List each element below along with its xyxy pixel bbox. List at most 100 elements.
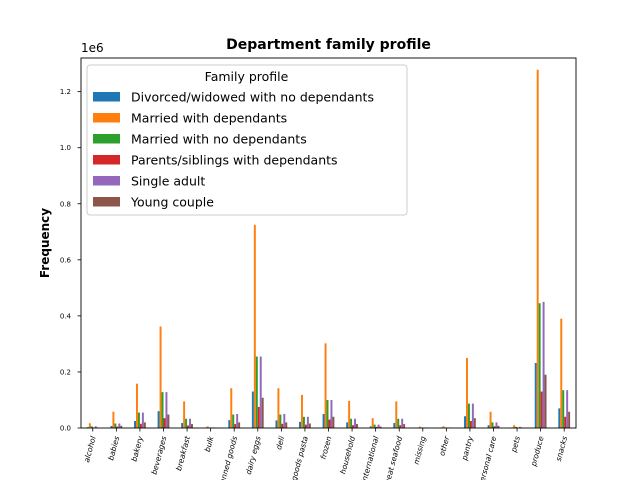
bar-beverages-series-5: [167, 415, 169, 428]
bar-deli-series-4: [283, 414, 285, 428]
x-tick-label: international: [359, 434, 380, 480]
bar-snacks-series-2: [562, 390, 564, 428]
bar-alcohol-series-1: [89, 423, 91, 428]
y-tick-label: 0.0: [60, 425, 71, 433]
bar-breakfast-series-2: [185, 419, 187, 428]
x-tick-label: beverages: [150, 435, 169, 475]
bar-personal-care-series-2: [492, 422, 494, 428]
bar-household-series-5: [356, 424, 358, 428]
bar-canned-goods-series-4: [236, 414, 238, 428]
x-tick-label: meat seafood: [382, 435, 404, 480]
bar-canned-goods-series-2: [232, 415, 234, 428]
bar-babies-series-4: [118, 424, 120, 428]
bar-snacks-series-3: [564, 417, 566, 428]
bar-snacks-series-4: [566, 390, 568, 428]
bar-frozen-series-5: [332, 417, 334, 428]
bar-dry-goods-pasta-series-4: [307, 417, 309, 428]
y-tick-label: 0.2: [60, 368, 71, 376]
bar-produce-series-0: [535, 363, 537, 428]
legend-label: Married with no dependants: [131, 132, 307, 147]
bar-pantry-series-0: [464, 416, 466, 428]
bar-pantry-series-3: [470, 421, 472, 428]
legend-title: Family profile: [205, 69, 289, 84]
legend-label: Single adult: [131, 174, 205, 189]
bar-breakfast-series-0: [181, 423, 183, 428]
bar-international-series-4: [378, 425, 380, 428]
bar-meat-seafood-series-1: [395, 401, 397, 428]
bar-frozen-series-2: [327, 400, 329, 428]
bar-produce-series-4: [543, 302, 545, 428]
legend-swatch: [93, 155, 120, 165]
bar-dry-goods-pasta-series-5: [309, 424, 311, 428]
bar-meat-seafood-series-0: [393, 423, 395, 428]
bar-beverages-series-0: [158, 411, 160, 428]
bar-bakery-series-1: [136, 384, 138, 428]
bar-dry-goods-pasta-series-2: [303, 417, 305, 428]
bar-household-series-2: [350, 419, 352, 428]
bar-pantry-series-2: [468, 404, 470, 428]
bar-snacks-series-5: [568, 412, 570, 428]
legend-swatch: [93, 176, 120, 186]
bar-babies-series-1: [112, 412, 114, 428]
x-tick-label: missing: [412, 435, 428, 465]
x-tick-label: deli: [274, 434, 286, 450]
bar-international-series-2: [374, 425, 376, 428]
y-tick-label: 0.8: [60, 200, 71, 208]
legend-swatch: [93, 92, 120, 102]
x-tick-label: breakfast: [174, 434, 192, 472]
legend-swatch: [93, 113, 120, 123]
bar-frozen-series-0: [323, 414, 325, 428]
bar-deli-series-5: [285, 422, 287, 428]
bar-dairy-eggs-series-4: [260, 357, 262, 428]
y-tick-label: 1.2: [60, 88, 71, 96]
bar-breakfast-series-1: [183, 401, 185, 428]
bar-frozen-series-4: [330, 400, 332, 428]
bar-bakery-series-2: [138, 413, 140, 428]
bar-deli-series-2: [279, 415, 281, 428]
x-tick-label: produce: [529, 435, 546, 468]
bar-deli-series-0: [275, 420, 277, 428]
bar-deli-series-3: [281, 424, 283, 428]
bar-pantry-series-5: [474, 418, 476, 428]
bar-meat-seafood-series-4: [401, 419, 403, 428]
legend-label: Married with dependants: [131, 111, 287, 126]
bar-produce-series-1: [537, 70, 539, 428]
bar-dairy-eggs-series-1: [254, 225, 256, 428]
bar-bakery-series-4: [142, 413, 144, 428]
bar-pantry-series-1: [466, 358, 468, 428]
legend: Family profile Divorced/widowed with no …: [87, 65, 407, 215]
bar-personal-care-series-1: [490, 412, 492, 428]
bar-produce-series-5: [545, 375, 547, 428]
bar-snacks-series-1: [560, 319, 562, 428]
x-tick-label: canned goods: [217, 435, 239, 480]
bar-frozen-series-1: [325, 343, 327, 428]
y-axis-label: Frequency: [38, 208, 52, 278]
x-tick-label: frozen: [319, 435, 334, 460]
x-tick-label: pets: [509, 435, 522, 454]
x-tick-label: bakery: [129, 435, 145, 463]
bar-dairy-eggs-series-5: [262, 398, 264, 428]
y-tick-label: 0.6: [60, 256, 72, 264]
bar-bakery-series-0: [134, 421, 136, 428]
legend-label: Parents/siblings with dependants: [131, 153, 338, 168]
x-tick-label: babies: [106, 435, 121, 461]
bar-produce-series-3: [541, 392, 543, 428]
legend-label: Young couple: [130, 195, 214, 210]
x-tick-label: pantry: [460, 435, 475, 463]
bar-beverages-series-2: [162, 392, 164, 428]
bar-bakery-series-3: [140, 424, 142, 428]
bar-dairy-eggs-series-3: [258, 407, 260, 428]
bar-babies-series-2: [114, 424, 116, 428]
legend-label: Divorced/widowed with no dependants: [131, 90, 374, 105]
y-axis-offset-label: 1e6: [81, 41, 104, 55]
bar-canned-goods-series-3: [234, 424, 236, 428]
x-tick-label: snacks: [554, 435, 569, 462]
bar-dairy-eggs-series-0: [252, 392, 254, 428]
bar-breakfast-series-4: [189, 419, 191, 428]
y-axis: 0.00.20.40.60.81.01.2: [60, 88, 81, 432]
chart-title: Department family profile: [226, 37, 431, 53]
bar-dry-goods-pasta-series-0: [299, 422, 301, 428]
bar-bakery-series-5: [144, 422, 146, 428]
